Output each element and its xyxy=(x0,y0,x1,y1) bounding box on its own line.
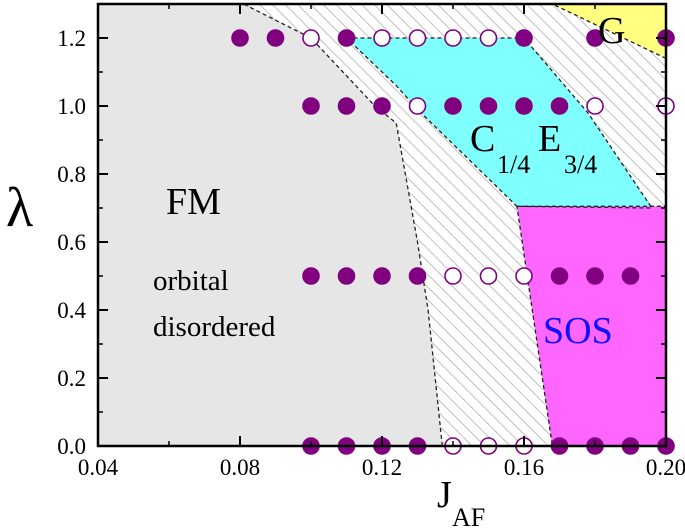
open-marker xyxy=(444,267,462,285)
y-tick-label: 0.4 xyxy=(57,298,86,323)
region-sos xyxy=(516,206,666,446)
boundary-c xyxy=(344,37,654,209)
open-marker xyxy=(479,29,498,47)
fm-sublabel-2: disordered xyxy=(153,311,276,343)
open-marker xyxy=(515,267,533,285)
open-marker xyxy=(408,97,427,115)
filled-marker xyxy=(550,97,569,115)
x-tick-label: 0.12 xyxy=(362,455,402,480)
filled-marker xyxy=(408,267,427,285)
filled-marker xyxy=(586,267,604,285)
open-marker xyxy=(444,29,462,47)
filled-marker xyxy=(373,97,391,115)
ce-label-e-sub: 3/4 xyxy=(564,150,597,179)
fm-sublabel-1: orbital xyxy=(153,265,229,297)
y-axis-title: λ xyxy=(6,177,33,239)
open-marker xyxy=(408,29,427,47)
y-tick-label: 1.2 xyxy=(57,26,86,51)
filled-marker xyxy=(444,97,462,115)
x-tick-label: 0.04 xyxy=(78,455,119,480)
x-axis-title-sub: AF xyxy=(452,503,485,529)
open-marker xyxy=(373,29,391,47)
x-tick-label: 0.08 xyxy=(220,455,260,480)
filled-marker xyxy=(621,267,640,285)
y-tick-label: 0.6 xyxy=(57,230,86,255)
region-fm xyxy=(98,4,443,446)
filled-marker xyxy=(515,97,533,115)
filled-marker xyxy=(550,267,569,285)
y-tick-label: 0.0 xyxy=(57,434,86,459)
filled-marker xyxy=(337,267,356,285)
filled-marker xyxy=(515,29,533,47)
boundary-fm xyxy=(98,4,443,446)
open-marker xyxy=(479,267,498,285)
filled-marker xyxy=(373,267,391,285)
filled-marker xyxy=(231,29,249,47)
filled-marker xyxy=(337,29,356,47)
open-marker xyxy=(302,29,320,47)
filled-marker xyxy=(302,267,320,285)
x-tick-label: 0.20 xyxy=(646,455,685,480)
open-marker xyxy=(586,97,604,115)
sos-label: SOS xyxy=(543,310,613,352)
filled-marker xyxy=(266,29,285,47)
filled-marker xyxy=(337,97,356,115)
y-tick-label: 0.8 xyxy=(57,162,86,187)
ce-label-e: E xyxy=(538,118,561,160)
y-tick-label: 1.0 xyxy=(57,94,86,119)
ce-label-c: C xyxy=(470,118,495,160)
g-label: G xyxy=(598,10,625,52)
fm-label: FM xyxy=(166,181,221,223)
boundary-sos xyxy=(516,205,666,446)
y-tick-label: 0.2 xyxy=(57,366,86,391)
filled-marker xyxy=(479,97,498,115)
region-c xyxy=(346,38,652,208)
filled-marker xyxy=(586,29,604,47)
x-axis-title: J xyxy=(437,474,452,516)
ce-label-c-sub: 1/4 xyxy=(497,150,530,179)
filled-marker xyxy=(302,97,320,115)
x-tick-label: 0.16 xyxy=(504,455,544,480)
